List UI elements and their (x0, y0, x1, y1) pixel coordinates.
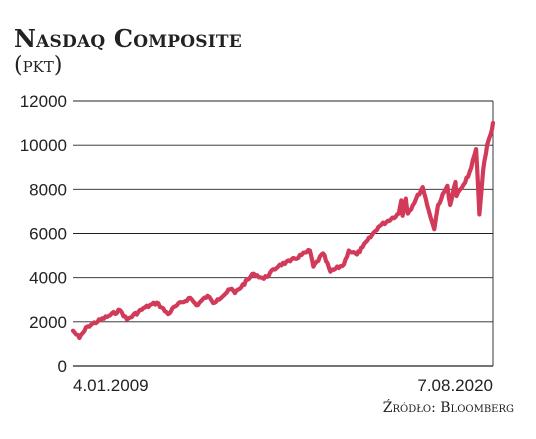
series-layer (70, 120, 496, 341)
y-tick-label: 2000 (29, 313, 67, 332)
y-tick-label: 10000 (20, 136, 67, 155)
x-tick-labels: 4.01.2009 7.08.2020 (73, 376, 493, 395)
y-tick-labels: 0 2000 4000 6000 8000 10000 12000 (20, 92, 67, 376)
y-tick-label: 0 (58, 357, 67, 376)
y-tick-label: 4000 (29, 269, 67, 288)
chart-title: Nasdaq Composite (14, 24, 242, 53)
y-tick-label: 6000 (29, 225, 67, 244)
y-tick-label: 12000 (20, 92, 67, 111)
source-note: Źródło: Bloomberg (382, 400, 514, 416)
x-tick-label-start: 4.01.2009 (73, 376, 149, 395)
series-line (70, 120, 496, 341)
y-tick-label: 8000 (29, 180, 67, 199)
chart-unit-label: (pkt) (14, 53, 63, 78)
grid-layer (73, 100, 494, 367)
x-tick-label-end: 7.08.2020 (417, 376, 493, 395)
